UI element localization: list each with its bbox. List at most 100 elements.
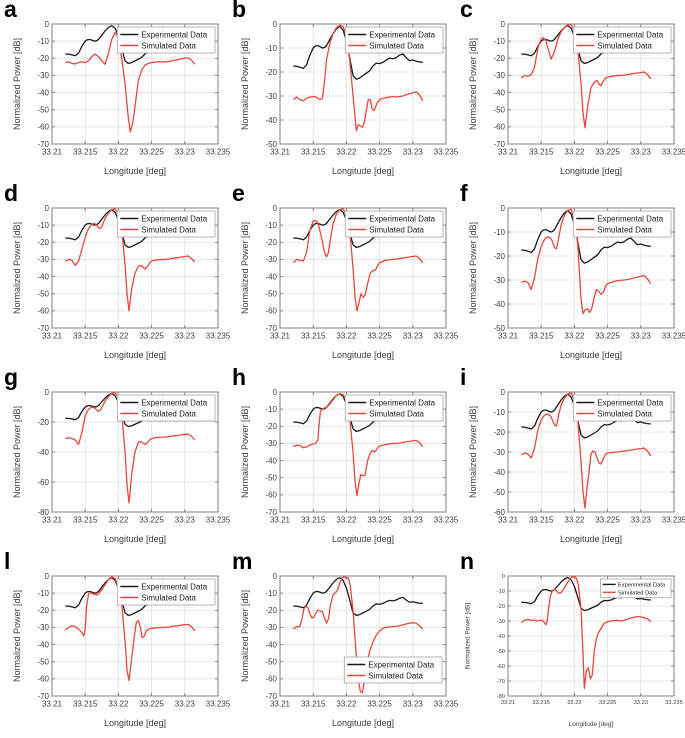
y-axis-label: Normalized Power [dB] bbox=[240, 590, 250, 682]
legend: Experimental Data Simulated Data bbox=[572, 210, 672, 238]
figure-panel-i: i 33.21 33.215 33.22 33.225 33.23 33.235 0 -10 -… bbox=[456, 364, 685, 552]
tick-marks bbox=[279, 575, 447, 697]
y-tick-label: -10 bbox=[493, 408, 505, 417]
y-tick-label: -70 bbox=[37, 324, 49, 333]
y-tick-label: -40 bbox=[265, 272, 277, 281]
y-tick-label: -20 bbox=[37, 54, 49, 63]
y-tick-label: -50 bbox=[37, 658, 49, 667]
y-tick-label: -20 bbox=[493, 252, 505, 261]
x-tick-label: 33.215 bbox=[301, 516, 326, 525]
y-tick-label: -20 bbox=[37, 418, 49, 427]
legend: Experimental Data Simulated Data bbox=[344, 210, 444, 238]
chart-canvas: 33.21 33.215 33.22 33.225 33.23 33.235 0 -10 -20… bbox=[12, 572, 231, 728]
y-tick-label: -50 bbox=[497, 649, 505, 655]
figure-panel-n: n 33.21 33.215 33.22 33.225 33.23 33.235 0 -10 -… bbox=[456, 548, 684, 736]
legend-entry-simulated-label: Simulated Data bbox=[369, 225, 424, 234]
y-axis-label: Normalized Power [dB] bbox=[12, 406, 22, 498]
x-tick-label: 33.23 bbox=[631, 148, 652, 157]
x-tick-label: 33.235 bbox=[434, 700, 459, 709]
y-tick-label: -70 bbox=[37, 692, 49, 701]
tick-marks bbox=[51, 575, 219, 697]
y-tick-label: -20 bbox=[497, 604, 505, 610]
chart-canvas: 33.21 33.215 33.22 33.225 33.23 33.235 0 -10 -20… bbox=[240, 20, 459, 176]
tick-marks bbox=[279, 23, 447, 145]
panel-letter-f: f bbox=[460, 180, 468, 206]
x-tick-label: 33.225 bbox=[367, 516, 392, 525]
tick-labels: 33.21 33.215 33.22 33.225 33.23 33.235 0 -10 -20… bbox=[265, 388, 458, 525]
y-tick-label: -40 bbox=[265, 640, 277, 649]
y-tick-label: -30 bbox=[37, 623, 49, 632]
legend-entry-experimental-label: Experimental Data bbox=[141, 398, 207, 407]
legend-entry-simulated-label: Simulated Data bbox=[369, 409, 424, 418]
x-tick-label: 33.21 bbox=[270, 148, 291, 157]
legend-entry-simulated-label: Simulated Data bbox=[141, 225, 196, 234]
y-tick-label: -50 bbox=[37, 290, 49, 299]
x-tick-label: 33.235 bbox=[665, 700, 683, 706]
y-tick-label: -60 bbox=[265, 307, 277, 316]
chart-canvas: 33.21 33.215 33.22 33.225 33.23 33.235 0 -10 -20… bbox=[240, 204, 459, 360]
x-axis-label: Longitude [deg] bbox=[569, 721, 614, 728]
x-tick-label: 33.21 bbox=[498, 332, 519, 341]
chart-canvas: 33.21 33.215 33.22 33.225 33.23 33.235 0 -10 -20… bbox=[240, 572, 459, 728]
x-tick-label: 33.235 bbox=[662, 148, 685, 157]
legend: Experimental Data Simulated Data bbox=[572, 26, 672, 54]
x-axis-label: Longitude [deg] bbox=[332, 350, 394, 360]
y-tick-label: -60 bbox=[37, 675, 49, 684]
y-tick-label: -40 bbox=[37, 448, 49, 457]
y-tick-label: -40 bbox=[493, 468, 505, 477]
x-tick-label: 33.22 bbox=[108, 700, 129, 709]
x-tick-label: 33.21 bbox=[42, 700, 63, 709]
x-axis-label: Longitude [deg] bbox=[104, 718, 166, 728]
y-tick-label: -50 bbox=[265, 658, 277, 667]
simulated-line bbox=[521, 208, 652, 315]
y-tick-label: -10 bbox=[497, 589, 505, 595]
tick-labels: 33.21 33.215 33.22 33.225 33.23 33.235 0 -10 -20… bbox=[37, 204, 230, 341]
legend-entry-simulated-label: Simulated Data bbox=[141, 41, 196, 50]
figure-panel-e: e 33.21 33.215 33.22 33.225 33.23 33.235 0 -10 -… bbox=[228, 180, 459, 368]
x-tick-label: 33.215 bbox=[73, 332, 98, 341]
tick-marks bbox=[279, 391, 447, 513]
x-axis-label: Longitude [deg] bbox=[560, 166, 622, 176]
panel-letter-h: h bbox=[232, 364, 247, 390]
axis-box bbox=[51, 575, 219, 697]
y-tick-label: -50 bbox=[493, 106, 505, 115]
x-tick-label: 33.23 bbox=[403, 700, 424, 709]
legend: Experimental Data Simulated Data bbox=[572, 394, 672, 422]
simulated-line bbox=[292, 208, 424, 312]
legend-entry-simulated-label: Simulated Data bbox=[597, 409, 652, 418]
chart-canvas: 33.21 33.215 33.22 33.225 33.23 33.235 0 -10 -20… bbox=[468, 204, 685, 360]
x-tick-label: 33.21 bbox=[501, 700, 515, 706]
panel-letter-m: m bbox=[232, 548, 253, 574]
legend: Experimental Data Simulated Data bbox=[116, 578, 216, 606]
y-tick-label: -80 bbox=[37, 508, 49, 517]
tick-labels: 33.21 33.215 33.22 33.225 33.23 33.235 0 -10 -20… bbox=[37, 572, 230, 709]
y-tick-label: 0 bbox=[45, 204, 50, 213]
x-tick-label: 33.23 bbox=[403, 148, 424, 157]
legend-entry-experimental-label: Experimental Data bbox=[369, 398, 435, 407]
y-tick-label: -30 bbox=[265, 255, 277, 264]
x-tick-label: 33.21 bbox=[270, 332, 291, 341]
x-tick-label: 33.22 bbox=[336, 700, 357, 709]
y-axis-label: Normalized Power [dB] bbox=[240, 406, 250, 498]
figure-panel-c: c 33.21 33.215 33.22 33.225 33.23 33.235 0 -10 -… bbox=[456, 0, 685, 184]
y-tick-label: 0 bbox=[273, 572, 278, 581]
figure-panel-l: l 33.21 33.215 33.22 33.225 33.23 33.235 0 -10 -… bbox=[0, 548, 231, 736]
experimental-line bbox=[293, 577, 423, 617]
x-tick-label: 33.215 bbox=[301, 148, 326, 157]
legend-entry-experimental-label: Experimental Data bbox=[369, 30, 435, 39]
legend-entry-simulated-label: Simulated Data bbox=[141, 593, 196, 602]
x-axis-label: Longitude [deg] bbox=[560, 534, 622, 544]
x-tick-label: 33.23 bbox=[403, 332, 424, 341]
x-tick-label: 33.23 bbox=[403, 516, 424, 525]
legend-entry-simulated-label: Simulated Data bbox=[597, 41, 652, 50]
y-axis-label: Normalized Power [dB] bbox=[468, 38, 478, 130]
y-tick-label: 0 bbox=[45, 20, 50, 29]
chart-canvas: 33.21 33.215 33.22 33.225 33.23 33.235 0 -10 -20… bbox=[468, 388, 685, 544]
x-tick-label: 33.235 bbox=[206, 700, 231, 709]
y-tick-label: -70 bbox=[265, 508, 277, 517]
x-tick-label: 33.215 bbox=[529, 516, 554, 525]
tick-marks bbox=[507, 391, 675, 513]
y-axis-label: Normalized Power [dB] bbox=[468, 406, 478, 498]
y-tick-label: -20 bbox=[493, 54, 505, 63]
y-tick-label: -70 bbox=[37, 140, 49, 149]
